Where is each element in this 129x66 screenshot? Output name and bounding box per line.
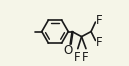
Text: F: F	[96, 14, 103, 27]
Text: O: O	[63, 44, 73, 57]
Text: F: F	[82, 51, 89, 64]
Text: F: F	[96, 36, 103, 49]
Text: F: F	[74, 51, 80, 64]
